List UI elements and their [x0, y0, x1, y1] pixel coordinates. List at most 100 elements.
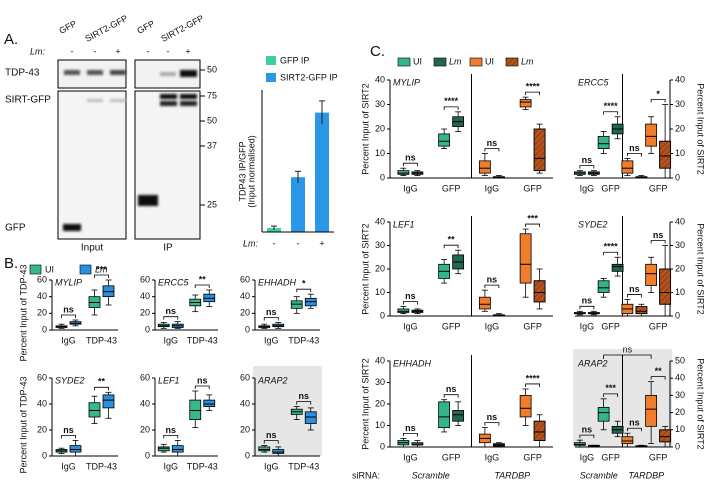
box-hatch: [659, 268, 672, 305]
significance: ns: [63, 425, 74, 435]
box: [304, 411, 317, 424]
bands: [63, 70, 197, 231]
x-tick-label: GFP: [523, 183, 542, 193]
x-tick-label: IgG: [580, 321, 595, 331]
legend-hatch: [506, 58, 518, 66]
significance: **: [448, 235, 456, 245]
y-tick-label: 40: [675, 74, 685, 84]
marker-label: 37: [207, 140, 217, 150]
y-tick-label: 60: [37, 274, 47, 284]
lane-label: SIRT2-GFP: [159, 13, 205, 44]
significance: **: [98, 377, 106, 387]
band: [110, 99, 126, 102]
x-tick-label: IgG: [403, 321, 418, 331]
y-axis-label: (Input normalised): [246, 135, 256, 208]
band: [180, 70, 197, 77]
y-axis-label: Percent Input of SIRT2: [360, 358, 370, 449]
y-tick-label: 0: [675, 441, 680, 451]
significance: **: [655, 366, 663, 376]
sig-bracket: [579, 305, 595, 310]
x-tick-label: GFP: [601, 321, 620, 331]
sig-bracket: [296, 288, 312, 293]
significance: ***: [527, 213, 538, 223]
box: [272, 449, 285, 454]
box: [203, 399, 216, 408]
band: [160, 72, 176, 76]
sig-bracket: [402, 162, 418, 167]
x-tick-label: TDP-43: [187, 461, 218, 471]
y-tick-label: 60: [140, 372, 150, 382]
plot-title: SYDE2: [578, 219, 608, 229]
box: [621, 436, 634, 444]
band: [160, 101, 177, 106]
x-tick-label: IgG: [264, 335, 279, 345]
y-tick-label: 20: [675, 263, 685, 273]
x-tick-label: GFP: [442, 321, 461, 331]
band: [180, 101, 197, 106]
significance: *: [656, 89, 660, 99]
blot-strip: [134, 90, 201, 240]
y-tick-label: 40: [37, 291, 47, 301]
band: [64, 70, 80, 75]
blot-strip: [57, 90, 127, 240]
y-tick-label: 20: [240, 308, 250, 318]
x-tick-label: IgG: [163, 335, 178, 345]
significance: ns: [405, 291, 416, 301]
y-tick-label: 10: [375, 420, 385, 430]
box-hatch: [635, 306, 648, 315]
box: [157, 446, 170, 452]
y-tick-label: 30: [375, 99, 385, 109]
y-tick-label: 0: [380, 310, 385, 320]
y-axis-label: Percent Input of SIRT2: [360, 83, 370, 174]
y-tick-label: 50: [675, 355, 685, 365]
box: [171, 445, 184, 453]
y-axis-label: TDP43 IP/GFP: [237, 141, 247, 201]
sig-bracket: [194, 385, 210, 389]
y-tick-label: 30: [375, 377, 385, 387]
box: [438, 401, 451, 429]
sig-bracket: [579, 434, 595, 439]
x-tick-label: IgG: [580, 183, 595, 193]
box: [597, 280, 610, 293]
x-tick-label: IgG: [163, 461, 178, 471]
box: [645, 263, 658, 286]
y-tick-label: 30: [675, 390, 685, 400]
significance: ns: [487, 412, 498, 422]
x-tick-label: IgG: [485, 183, 500, 193]
band: [138, 195, 158, 206]
marker-label: 50: [207, 115, 217, 125]
significance: ns: [629, 418, 640, 428]
y-tick-label: 30: [675, 99, 685, 109]
y-axis-label: Percent Input of TDP-43: [18, 265, 28, 362]
significance: ns: [405, 153, 416, 163]
x-tick-label: TDP-43: [187, 335, 218, 345]
blot-panel-label: Input: [81, 243, 103, 254]
y-tick-label: 40: [240, 398, 250, 408]
sig-bracket: [94, 386, 109, 391]
band: [63, 224, 81, 231]
sig-bracket: [263, 440, 279, 444]
box: [621, 160, 634, 174]
y-tick-label: 20: [375, 398, 385, 408]
box: [397, 308, 410, 313]
y-tick-label: 40: [375, 355, 385, 365]
box: [597, 407, 610, 422]
box: [597, 135, 610, 150]
plot-title: ERCC5: [578, 77, 610, 87]
box: [478, 296, 491, 310]
plot-title: ARAP2: [577, 358, 608, 368]
y-tick-label: 20: [675, 123, 685, 133]
y-tick-label: 10: [375, 287, 385, 297]
box: [519, 394, 532, 418]
sirna-group: TARDBP: [628, 470, 664, 480]
sig-bracket: [626, 153, 642, 157]
lm-sign: +: [185, 46, 190, 56]
plot-title: MYLIP: [393, 77, 420, 87]
y-axis-label: Percent Input of SIRT2: [696, 83, 706, 174]
sig-bracket: [626, 427, 642, 432]
y-tick-label: 0: [245, 450, 250, 460]
x-tick-label: TDP-43: [86, 335, 117, 345]
blot-panel-label: IP: [163, 243, 173, 254]
sig-bracket: [525, 223, 541, 228]
sig-bracket: [484, 148, 500, 152]
